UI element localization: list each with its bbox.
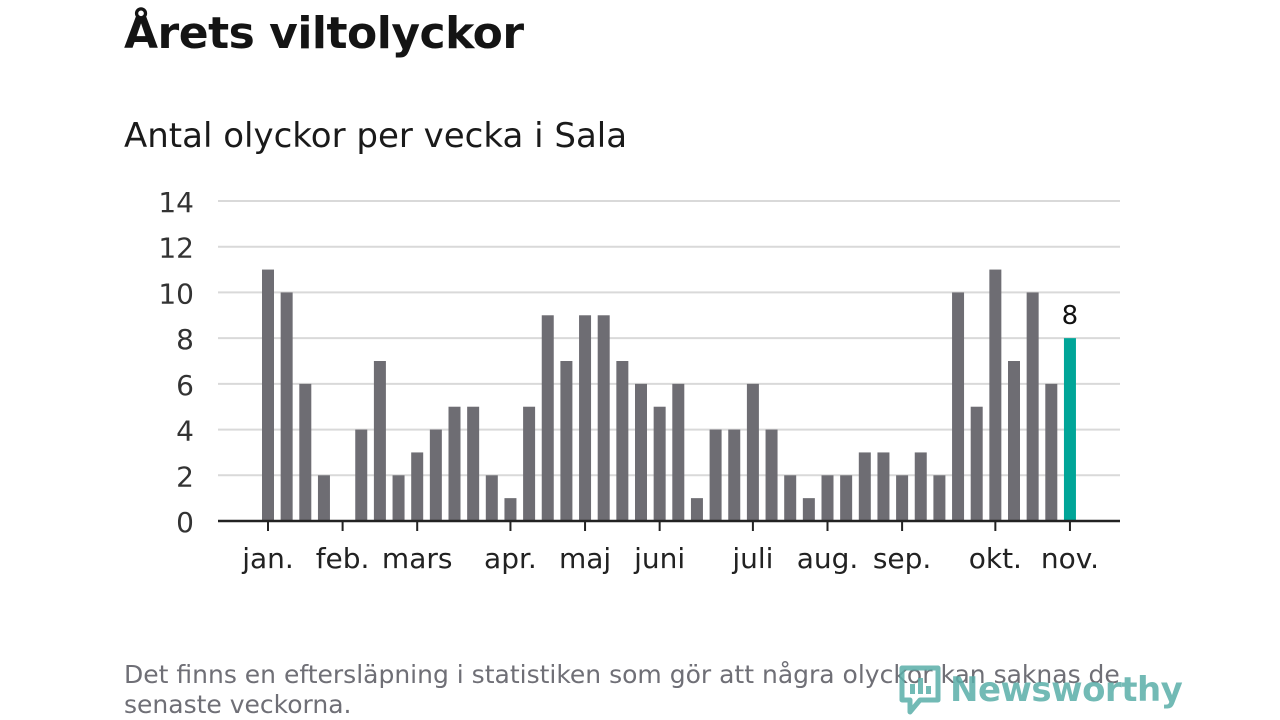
y-tick-label: 8 <box>176 323 194 356</box>
bar <box>317 475 330 521</box>
x-tick-label: maj <box>559 542 611 575</box>
bar <box>709 429 722 521</box>
bar <box>485 475 498 521</box>
bar <box>746 383 759 521</box>
bar <box>429 429 442 521</box>
x-tick-label: jan. <box>241 542 294 575</box>
bar <box>858 452 871 521</box>
chart-subtitle: Antal olyckor per vecka i Sala <box>124 116 628 156</box>
bar <box>411 452 424 521</box>
y-tick-label: 4 <box>176 415 194 448</box>
x-tick-label: apr. <box>484 542 537 575</box>
newsworthy-logo-icon <box>899 665 941 715</box>
bar <box>523 406 536 521</box>
x-tick-label: nov. <box>1041 542 1099 575</box>
y-tick-label: 2 <box>176 460 194 493</box>
bar <box>355 429 368 521</box>
bar <box>989 269 1002 521</box>
bar <box>448 406 461 521</box>
bar <box>280 292 293 521</box>
bar <box>952 292 965 521</box>
bar <box>504 498 517 521</box>
bar <box>392 475 405 521</box>
y-tick-label: 0 <box>176 506 194 539</box>
bar <box>467 406 480 521</box>
bar <box>616 361 629 521</box>
bar <box>672 383 685 521</box>
bar <box>784 475 797 521</box>
bar <box>802 498 815 521</box>
x-tick-label: sep. <box>873 542 932 575</box>
bar <box>1045 383 1058 521</box>
x-tick-label: aug. <box>797 542 859 575</box>
bar <box>262 269 274 521</box>
x-tick-label: okt. <box>969 542 1022 575</box>
bar <box>653 406 666 521</box>
y-tick-label: 10 <box>158 277 194 310</box>
bar <box>373 361 386 521</box>
bar <box>728 429 741 521</box>
bar <box>933 475 946 521</box>
x-tick-label: juli <box>731 542 773 575</box>
bar <box>541 315 554 521</box>
bar <box>635 383 647 521</box>
y-tick-label: 6 <box>176 369 194 402</box>
bar <box>914 452 927 521</box>
bar <box>690 498 703 521</box>
bar <box>579 315 592 521</box>
brand-logo: Newsworthy <box>898 664 1183 716</box>
bar <box>299 383 312 521</box>
footnote: Det finns en eftersläpning i statistiken… <box>124 660 1120 719</box>
x-tick-label: feb. <box>316 542 370 575</box>
bar <box>896 475 909 521</box>
bar <box>970 406 983 521</box>
highlight-value-label: 8 <box>1062 301 1079 331</box>
bar <box>560 361 573 521</box>
x-tick-label: juni <box>633 542 685 575</box>
bar-highlight <box>1063 338 1076 521</box>
bar <box>877 452 890 521</box>
brand-name: Newsworthy <box>950 670 1183 710</box>
bar <box>1026 292 1039 521</box>
bar <box>840 475 853 521</box>
bar <box>765 429 778 521</box>
y-tick-label: 12 <box>158 232 194 265</box>
x-tick-label: mars <box>382 542 453 575</box>
bar <box>597 315 610 521</box>
chart-title: Årets viltolyckor <box>124 8 524 59</box>
y-tick-label: 14 <box>158 186 194 219</box>
bar <box>821 475 834 521</box>
bar <box>1008 361 1020 521</box>
